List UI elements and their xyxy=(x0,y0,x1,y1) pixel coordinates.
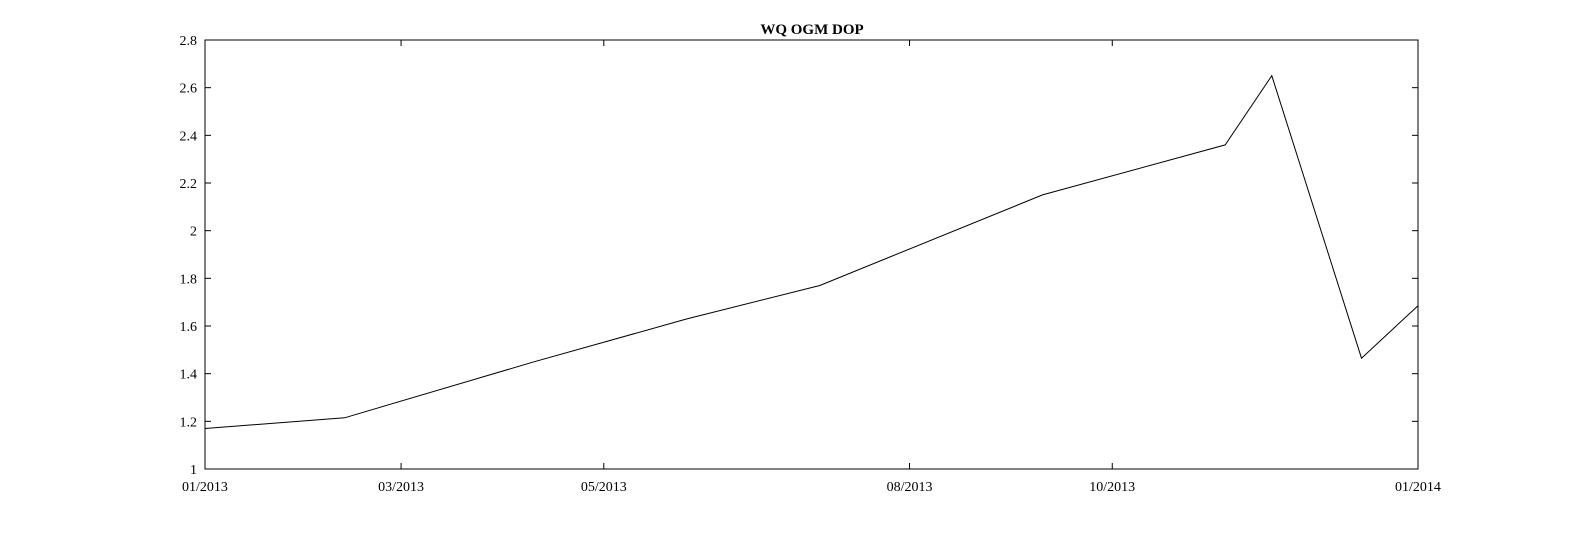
x-tick-label: 01/2014 xyxy=(1395,480,1441,495)
y-tick-label: 1.8 xyxy=(180,272,198,287)
y-tick-label: 2.2 xyxy=(180,177,198,192)
y-tick-label: 1.4 xyxy=(180,368,198,383)
plot-area-frame xyxy=(204,39,1419,470)
x-tick-label: 05/2013 xyxy=(581,480,627,495)
x-tick-label: 03/2013 xyxy=(378,480,424,495)
y-tick-label: 1.2 xyxy=(180,415,198,430)
x-tick-label: 10/2013 xyxy=(1089,480,1135,495)
y-tick-label: 2.4 xyxy=(180,129,198,144)
y-tick-label: 1 xyxy=(190,463,197,478)
y-tick-label: 2.6 xyxy=(180,82,198,97)
x-tick-label: 01/2013 xyxy=(182,480,228,495)
y-tick-label: 2 xyxy=(190,225,197,240)
chart-title: WQ OGM DOP xyxy=(760,22,863,38)
x-tick-label: 08/2013 xyxy=(887,480,933,495)
y-tick-label: 1.6 xyxy=(180,320,198,335)
x-axis: 01/2013 03/2013 05/2013 08/2013 10/2013 01/20… xyxy=(182,40,1441,495)
y-tick-label: 2.8 xyxy=(180,34,198,49)
series-line xyxy=(204,74,1419,429)
y-axis: 1 1.2 1.4 1.6 1.8 2 2.2 2.4 2.6 2.8 xyxy=(180,34,1418,478)
